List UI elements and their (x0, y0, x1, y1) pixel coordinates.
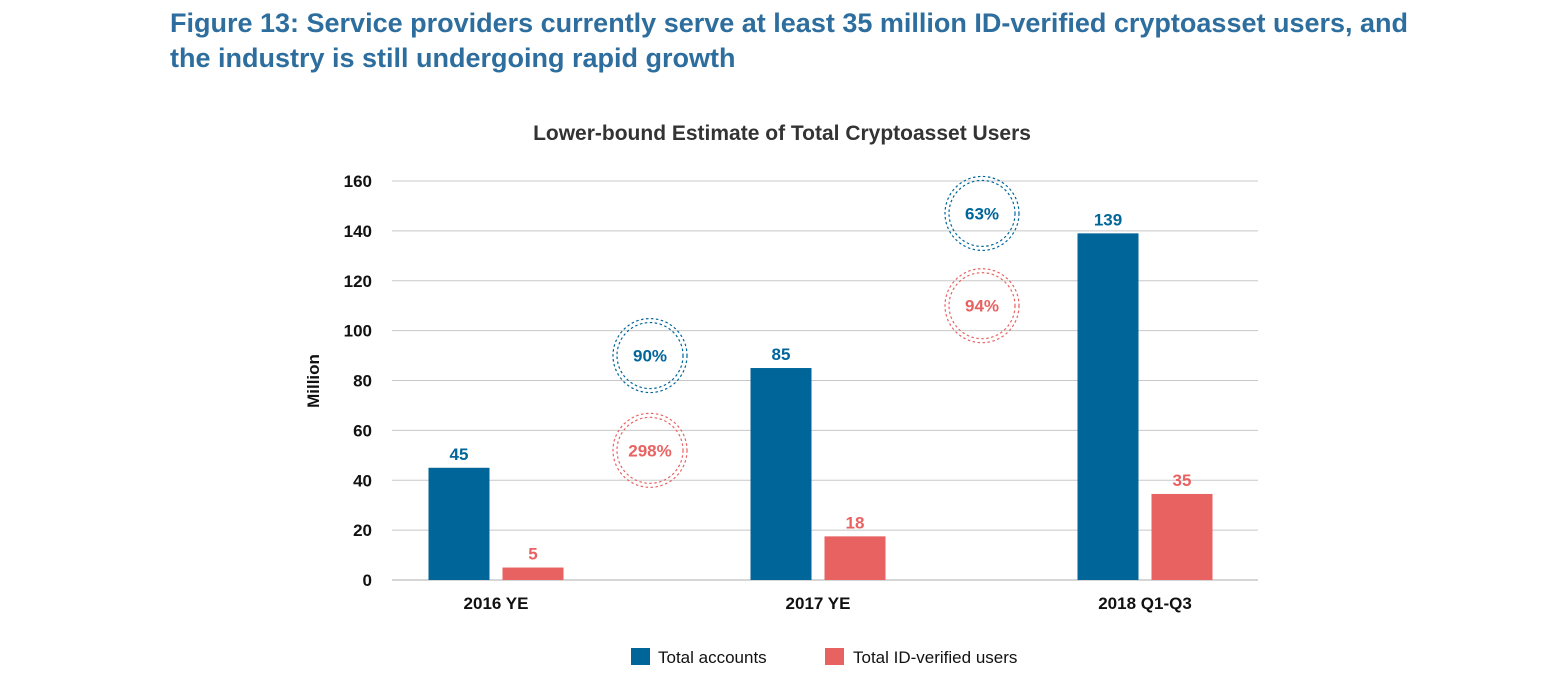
data-label: 139 (1094, 210, 1122, 229)
growth-badge-inner-ring (616, 321, 684, 390)
data-label: 35 (1173, 471, 1192, 490)
legend-swatch (825, 648, 844, 665)
figure-title-line-2: the industry is still undergoing rapid g… (170, 43, 736, 73)
bar-total-accounts-0 (428, 467, 490, 580)
growth-badge: 94% (944, 268, 1020, 344)
growth-badge-outer-ring (612, 412, 688, 488)
growth-badge-label: 90% (633, 347, 667, 366)
growth-badge-outer-ring (944, 268, 1020, 344)
growth-badge: 90% (612, 317, 688, 394)
growth-badge-label: 298% (628, 441, 671, 460)
growth-badge-outer-ring (612, 317, 688, 394)
bar-id-verified-2 (1151, 493, 1213, 580)
legend: Total accounts Total ID-verified users (631, 648, 1017, 667)
y-axis-label: Million (304, 354, 323, 408)
y-axis-ticks: 0 20 40 60 80 100 120 140 160 (344, 172, 372, 590)
y-tick-label: 20 (353, 521, 372, 540)
figure-title-line-1: Figure 13: Service providers currently s… (170, 8, 1409, 38)
legend-label: Total accounts (658, 648, 767, 667)
y-tick-label: 140 (344, 222, 372, 241)
growth-badge-label: 63% (965, 204, 999, 223)
x-category-label: 2018 Q1-Q3 (1098, 594, 1192, 613)
bar-total-accounts-1 (750, 368, 812, 580)
data-label: 18 (846, 513, 865, 532)
bar-total-accounts-2 (1077, 233, 1139, 580)
bar-id-verified-0 (502, 567, 564, 580)
data-label: 45 (450, 445, 469, 464)
data-label: 5 (528, 545, 537, 564)
y-tick-label: 100 (344, 322, 372, 341)
x-category-label: 2016 YE (464, 594, 529, 613)
y-tick-label: 120 (344, 272, 372, 291)
data-label: 85 (772, 345, 791, 364)
data-labels: 45 85 139 5 18 35 (450, 210, 1192, 563)
y-tick-label: 160 (344, 172, 372, 191)
legend-label: Total ID-verified users (853, 648, 1017, 667)
growth-badge-inner-ring (616, 416, 684, 484)
chart-title: Lower-bound Estimate of Total Cryptoasse… (533, 122, 1031, 145)
figure-title: Figure 13: Service providers currently s… (170, 6, 1500, 76)
growth-badge-outer-ring (944, 175, 1020, 252)
growth-badge-label: 94% (965, 297, 999, 316)
growth-badge: 298% (612, 412, 688, 488)
bars (428, 233, 1213, 580)
y-tick-label: 40 (353, 471, 372, 490)
bar-id-verified-1 (824, 536, 886, 580)
x-axis-categories: 2016 YE 2017 YE 2018 Q1-Q3 (464, 594, 1192, 613)
growth-badge-inner-ring (948, 179, 1016, 248)
legend-swatch (631, 648, 650, 665)
growth-badges: 90% 298% 63% 94% (612, 175, 1020, 488)
growth-badge: 63% (944, 175, 1020, 252)
y-tick-label: 80 (353, 372, 372, 391)
y-tick-label: 0 (363, 571, 372, 590)
y-tick-label: 60 (353, 421, 372, 440)
x-category-label: 2017 YE (786, 594, 851, 613)
growth-badge-inner-ring (948, 272, 1016, 340)
